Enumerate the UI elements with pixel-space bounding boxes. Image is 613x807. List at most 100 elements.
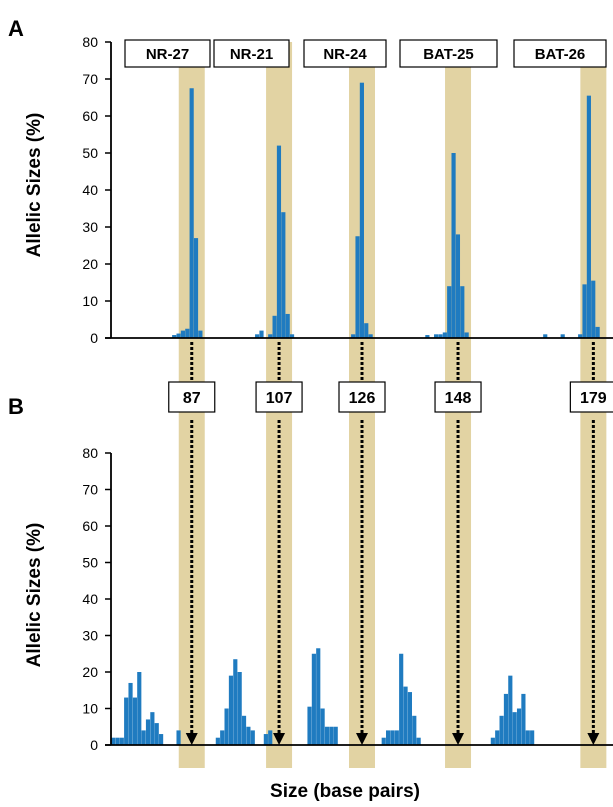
panel-b-bar <box>311 653 316 745</box>
arrowhead-nr-24 <box>356 733 368 745</box>
panel-b-bar <box>416 737 421 745</box>
panel-a-y-tick-label: 30 <box>82 219 98 235</box>
panel-a-bar <box>364 323 369 338</box>
panel-b-bar <box>233 659 238 745</box>
panel-a-bar <box>193 238 199 338</box>
panel-b-bar <box>508 675 513 745</box>
panel-a-y-ticks: 0 10 20 30 40 50 60 70 80 <box>82 34 111 346</box>
size-box-126 <box>338 381 386 413</box>
panel-b-bar <box>329 726 334 745</box>
panel-a-bar <box>438 334 443 338</box>
panel-b-bar <box>115 737 120 745</box>
panel-a-bar <box>172 335 177 338</box>
marker-name-bat-25: BAT-25 <box>423 46 474 63</box>
panel-b-bar <box>137 672 142 745</box>
panel-a-bar <box>464 332 469 338</box>
panel-b-bar <box>220 730 225 745</box>
size-label-148: 148 <box>445 390 472 407</box>
panel-b-bar <box>150 712 155 745</box>
panel-a-letter: A <box>8 16 24 41</box>
panel-b-bar <box>246 726 251 745</box>
panel-a-bar <box>359 82 364 338</box>
panel-b-bar <box>530 730 535 745</box>
panel-b-bar <box>495 730 500 745</box>
panel-b-bar <box>159 734 164 745</box>
panel-b-bar <box>237 672 242 745</box>
panel-a-bar <box>434 334 439 338</box>
panel-b-y-tick-label: 30 <box>82 628 98 644</box>
panel-a-bar <box>351 334 356 338</box>
marker-bands <box>178 42 607 768</box>
panel-b-axes <box>105 453 613 746</box>
panel-a-bar <box>595 326 600 338</box>
panel-a-y-tick-label: 40 <box>82 182 98 198</box>
arrowhead-bat-25 <box>452 733 465 745</box>
panel-b-bar <box>224 708 229 745</box>
panel-b-letter: B <box>8 394 24 419</box>
panel-b-bars <box>111 648 535 745</box>
panel-a-bar <box>198 330 203 338</box>
panel-b-bar <box>128 682 133 745</box>
panel-a-y-tick-label: 0 <box>90 330 98 346</box>
panel-b-bar <box>124 697 129 745</box>
panel-b-bar <box>503 693 509 745</box>
marker-box-bat-25 <box>399 39 498 68</box>
panel-b-bar <box>263 734 268 745</box>
panel-b-bar <box>316 648 321 745</box>
panel-b-y-axis-label: Allelic Sizes (%) <box>24 523 45 668</box>
panel-b-bar <box>407 692 412 745</box>
arrowhead-nr-21 <box>273 733 286 745</box>
panel-b-bar <box>516 708 522 745</box>
panel-b-bar <box>307 706 312 745</box>
panel-b-y-ticks: 0 10 20 30 40 50 60 70 80 <box>82 445 111 753</box>
panel-b-bar <box>119 737 124 745</box>
panel-b-y-tick-label: 50 <box>82 555 98 571</box>
panel-b-bar <box>386 730 391 745</box>
arrowhead-nr-27 <box>185 733 198 745</box>
marker-name-nr-27: NR-27 <box>146 46 189 63</box>
panel-a-bar <box>368 334 373 338</box>
panel-a-bar <box>451 153 456 338</box>
panel-b-bar <box>499 715 504 745</box>
panel-a-y-tick-label: 50 <box>82 145 98 161</box>
panel-a-bar <box>455 234 461 338</box>
marker-name-bat-26: BAT-26 <box>535 46 586 63</box>
marker-box-nr-27 <box>124 39 211 68</box>
size-label-boxes: 87 107 126 148 179 <box>168 381 613 413</box>
panel-a-bar <box>259 330 264 338</box>
panel-b-bar <box>390 730 395 745</box>
panel-b-bar <box>215 737 220 745</box>
panel-a-bar <box>185 328 190 338</box>
panel-b-bar <box>521 693 526 745</box>
panel-b-y-tick-label: 80 <box>82 445 98 461</box>
panel-a-y-tick-label: 20 <box>82 256 98 272</box>
x-axis-label: Size (base pairs) <box>270 781 420 802</box>
panel-a-bar <box>289 334 295 338</box>
size-label-179: 179 <box>580 390 607 407</box>
panel-a-bar <box>591 280 596 338</box>
panel-a-bar <box>543 334 548 338</box>
panel-b-bar <box>250 730 255 745</box>
panel-b-y-tick-label: 70 <box>82 482 98 498</box>
panel-a-y-tick-label: 70 <box>82 71 98 87</box>
panel-a-y-tick-label: 10 <box>82 293 98 309</box>
size-box-148 <box>434 381 482 413</box>
panel-b: B Allelic Sizes (%) 0 10 20 30 40 50 60 70 80 <box>8 394 613 753</box>
size-box-179 <box>569 381 613 413</box>
panel-b-bar <box>399 653 404 745</box>
panel-a: A Allelic Sizes (%) 0 10 20 30 40 50 60 70 80 NR… <box>8 16 613 346</box>
panel-a-axes <box>105 42 613 339</box>
panel-b-bar <box>333 726 338 745</box>
panel-a-bar <box>355 236 360 338</box>
panel-b-y-tick-label: 0 <box>90 737 98 753</box>
panel-a-bar <box>425 335 430 338</box>
panel-a-bar <box>189 88 194 338</box>
panel-b-y-tick-label: 10 <box>82 701 98 717</box>
panel-b-bar <box>490 737 495 745</box>
size-label-87: 87 <box>183 390 201 407</box>
panel-b-bar <box>512 712 517 745</box>
panel-b-bar <box>111 737 116 745</box>
marker-box-nr-24 <box>303 39 387 68</box>
panel-a-bar <box>285 313 290 338</box>
